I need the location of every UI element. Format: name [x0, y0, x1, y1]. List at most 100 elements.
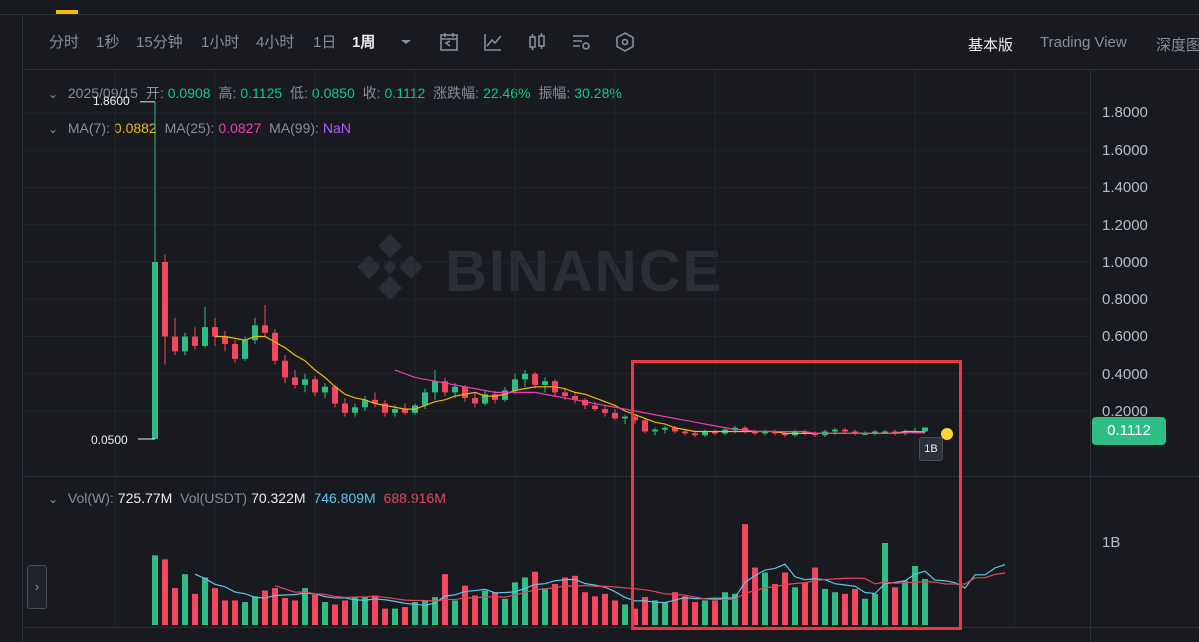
- candle-body: [232, 343, 238, 359]
- high-marker-label: 1.8600: [93, 94, 130, 108]
- top-tab-strip: [0, 0, 1199, 15]
- volume-bar: [402, 606, 408, 625]
- collapse-chevron-icon[interactable]: ⌄: [48, 87, 59, 101]
- view-tradingview[interactable]: Trading View: [1040, 34, 1127, 51]
- volume-bar: [202, 577, 208, 625]
- candle-body: [452, 386, 458, 393]
- candle-body: [602, 409, 608, 413]
- vol-ma2-value: 688.916M: [383, 490, 446, 506]
- hexagon-settings-icon[interactable]: [614, 31, 636, 53]
- volume-bar: [522, 577, 528, 625]
- timeframe-15m[interactable]: 15分钟: [136, 34, 183, 51]
- timeframe-1s[interactable]: 1秒: [96, 34, 120, 51]
- volume-bar: [352, 597, 358, 625]
- volume-bar: [172, 588, 178, 625]
- candle-body: [542, 381, 548, 385]
- candle-type-icon[interactable]: [526, 31, 548, 53]
- volume-bar: [552, 584, 558, 625]
- left-divider: [22, 14, 23, 642]
- candle-body: [372, 399, 378, 404]
- timeframe-1d[interactable]: 1日: [313, 34, 337, 51]
- price-tick: 1.6000: [1102, 142, 1148, 159]
- volume-bar: [422, 600, 428, 625]
- ma25-label: MA(25):: [164, 120, 215, 136]
- volume-panel-divider: [23, 476, 1199, 477]
- 1b-badge-icon[interactable]: 1B: [919, 437, 943, 461]
- vol-w-label: Vol(W):: [67, 490, 114, 506]
- low-value: 0.0850: [311, 85, 355, 101]
- vol-w-value: 725.77M: [117, 490, 173, 506]
- view-depth[interactable]: 深度图: [1156, 37, 1199, 54]
- view-basic[interactable]: 基本版: [968, 37, 1014, 54]
- candle-body: [292, 377, 298, 385]
- highlight-box: [631, 360, 962, 630]
- ma7-label: MA(7):: [67, 120, 110, 136]
- chevron-down-icon[interactable]: [395, 31, 417, 53]
- volume-bar: [582, 592, 588, 625]
- candle-body: [342, 403, 348, 413]
- volume-bar: [602, 593, 608, 625]
- open-value: 0.0908: [167, 85, 211, 101]
- volume-bar: [472, 595, 478, 625]
- timeframe-1h[interactable]: 1小时: [201, 34, 240, 51]
- vol-ma1-value: 746.809M: [313, 490, 376, 506]
- candle-body: [222, 336, 228, 344]
- indicator-icon[interactable]: [482, 31, 504, 53]
- volume-bar: [322, 602, 328, 625]
- timeframe-4h[interactable]: 4小时: [256, 34, 295, 51]
- volume-bar: [192, 593, 198, 625]
- candle-body: [512, 379, 518, 391]
- calendar-icon[interactable]: [438, 31, 460, 53]
- volume-bar: [452, 600, 458, 625]
- candle-body: [362, 399, 368, 408]
- volume-bar: [282, 597, 288, 625]
- candle-body: [302, 379, 308, 385]
- volume-bar: [342, 600, 348, 625]
- open-label: 开:: [145, 85, 164, 101]
- volume-bar: [232, 600, 238, 625]
- candle-body: [212, 327, 218, 337]
- ma7-value: 0.0882: [113, 120, 157, 136]
- volume-bar: [302, 588, 308, 625]
- candle-body: [242, 340, 248, 359]
- timeframe-1w[interactable]: 1周: [352, 34, 376, 51]
- collapse-chevron-icon[interactable]: ⌄: [48, 122, 59, 136]
- vol-usdt-label: Vol(USDT): [180, 490, 248, 506]
- candle-body: [182, 336, 188, 352]
- candle-body: [462, 386, 468, 398]
- collapse-chevron-icon[interactable]: ⌄: [48, 492, 59, 506]
- candle-body: [412, 405, 418, 413]
- settings-list-icon[interactable]: [570, 31, 592, 53]
- change-label: 涨跌幅:: [433, 85, 480, 101]
- volume-bar: [592, 596, 598, 625]
- amplitude-value: 30.28%: [574, 85, 622, 101]
- candle-body: [162, 262, 168, 337]
- candle-body: [422, 392, 428, 406]
- price-tick: 1.8000: [1102, 104, 1148, 121]
- low-marker-label: 0.0500: [91, 433, 128, 447]
- low-label: 低:: [290, 85, 308, 101]
- volume-bar: [382, 608, 388, 625]
- candle-body: [272, 332, 278, 361]
- change-value: 22.46%: [483, 85, 531, 101]
- candle-body: [562, 392, 568, 397]
- price-tick: 0.4000: [1102, 366, 1148, 383]
- side-panel-toggle[interactable]: ›: [27, 565, 47, 609]
- candle-body: [152, 262, 158, 439]
- candle-body: [392, 409, 398, 413]
- price-tick: 1.2000: [1102, 217, 1148, 234]
- ma99-label: MA(99):: [269, 120, 319, 136]
- volume-bar: [212, 588, 218, 625]
- candle-body: [472, 397, 478, 404]
- volume-bar: [262, 590, 268, 625]
- timeframe-fenshi[interactable]: 分时: [49, 34, 80, 51]
- candle-body: [522, 373, 528, 380]
- candle-body: [252, 325, 258, 341]
- volume-bar: [622, 604, 628, 625]
- candle-body: [282, 360, 288, 378]
- candle-body: [262, 325, 268, 333]
- price-tick: 1.4000: [1102, 179, 1148, 196]
- high-value: 0.1125: [240, 85, 283, 101]
- bottom-divider: [23, 627, 1199, 628]
